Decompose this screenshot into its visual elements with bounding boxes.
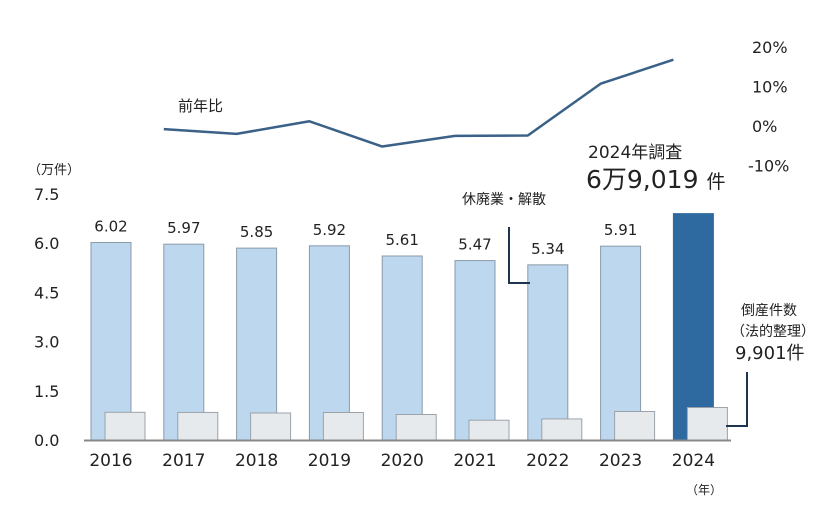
bankruptcy-bar-2021 [468,419,510,441]
survey-title: 2024年調査 [588,143,682,163]
left-tick-label-7.5: 7.5 [34,185,59,204]
bankruptcy-bar-2016 [104,411,146,441]
survey-total-number: 6万9,019 [586,165,698,194]
bar-value-label-2019: 5.92 [313,221,346,239]
bar-2018 [236,247,278,441]
bar-2016 [90,242,132,441]
bankruptcy-bar-2022 [541,418,583,441]
bankruptcy-bar-2024 [686,407,728,441]
bankruptcy-value: 9,901件 [735,343,805,364]
right-tick-label: -10% [748,157,789,176]
left-tick-label-1.5: 1.5 [34,382,59,401]
bar-value-label-2016: 6.02 [94,218,127,236]
left-tick-label-4.5: 4.5 [34,283,59,302]
x-tick-label-2023: 2023 [599,451,642,471]
bar-2024 [672,213,714,441]
left-tick-label-3.0: 3.0 [34,333,59,352]
line-label: 前年比 [178,97,223,115]
bar-value-label-2021: 5.47 [458,236,491,254]
x-tick-label-2024: 2024 [672,451,715,471]
bar-value-label-2017: 5.97 [167,219,200,237]
bankruptcy-bar-2019 [322,412,364,441]
closure-label: 休廃業・解散 [462,191,546,208]
left-tick-label-6.0: 6.0 [34,234,59,253]
bar-value-label-2022: 5.34 [531,240,564,258]
bar-2021 [454,260,496,441]
bankruptcy-label-1: 倒産件数 [741,303,797,319]
x-tick-label-2019: 2019 [308,451,351,471]
right-tick-label: 0% [752,117,777,136]
yoy-line [163,58,674,148]
x-tick-label-2020: 2020 [381,451,424,471]
right-tick-label: 20% [752,38,788,57]
bankruptcy-label-2: （法的整理） [731,324,815,340]
bar-value-label-2020: 5.61 [385,231,418,249]
x-tick-label-2022: 2022 [526,451,569,471]
x-tick-label-2018: 2018 [235,451,278,471]
survey-total: 6万9,019 件 [586,165,726,194]
bar-2017 [163,243,205,441]
left-axis-unit: （万件） [28,163,80,178]
bankruptcy-bar-2018 [250,412,292,441]
survey-total-unit: 件 [706,171,725,193]
x-tick-label-2021: 2021 [453,451,496,471]
bar-value-label-2023: 5.91 [604,221,637,239]
bar-2020 [381,255,423,441]
x-axis-label: （年） [686,483,722,497]
bar-2023 [600,245,642,441]
bankruptcy-bar-2017 [177,411,219,441]
bar-value-label-2018: 5.85 [240,223,273,241]
bankruptcy-bar-2020 [395,414,437,441]
bar-2019 [308,245,350,441]
left-tick-label-0.0: 0.0 [34,431,59,450]
x-tick-label-2017: 2017 [162,451,205,471]
bankruptcy-bar-2023 [614,410,656,441]
x-tick-label-2016: 2016 [89,451,132,471]
closure-leader-line [508,227,530,284]
bar-2022 [527,264,569,441]
right-tick-label: 10% [752,78,788,97]
bankruptcy-leader-line [726,372,748,427]
